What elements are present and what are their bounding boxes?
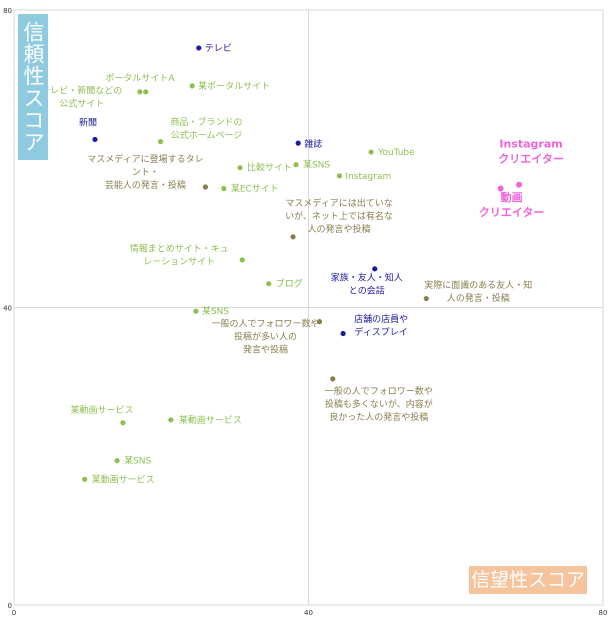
x-tick-label: 80 xyxy=(599,609,608,617)
data-point-label: テレビ xyxy=(205,43,232,54)
data-point-label: 情報まとめサイト・キュ xyxy=(130,242,229,254)
data-point xyxy=(202,184,209,190)
data-point-label: クリエイター xyxy=(498,152,564,165)
data-point-label: 某動画サービス xyxy=(70,405,133,416)
data-point-label: レーションサイト xyxy=(143,256,215,267)
data-point-label: 某ポータルサイト xyxy=(198,81,270,92)
data-point xyxy=(295,140,301,146)
data-point-label: 新聞 xyxy=(79,116,97,128)
data-point xyxy=(330,376,336,382)
data-point xyxy=(497,185,504,192)
x-tick-label: 40 xyxy=(304,609,313,617)
data-point xyxy=(293,162,299,168)
data-point xyxy=(336,173,343,179)
y-tick-label: 40 xyxy=(3,305,12,313)
data-point xyxy=(340,330,346,337)
data-point-label: 芸能人の発言・投稿 xyxy=(105,179,186,191)
data-point xyxy=(193,308,199,314)
data-point xyxy=(168,417,174,423)
data-point-label: 比較サイト xyxy=(247,162,292,174)
data-point-label: との会話 xyxy=(349,284,385,296)
data-point xyxy=(290,234,296,240)
data-point xyxy=(372,266,378,272)
x-axis-badge: 信望性スコア xyxy=(469,566,587,594)
data-point-label: 一般の人でフォロワー数や xyxy=(325,385,433,397)
data-point xyxy=(423,295,429,302)
data-point xyxy=(120,420,126,426)
data-point-label: 某ECサイト xyxy=(231,184,279,195)
data-point-label: Instagram xyxy=(499,137,562,150)
data-point-label: ディスプレイ xyxy=(354,326,407,338)
data-point xyxy=(92,136,98,143)
data-point-label: 動画 xyxy=(501,190,523,204)
data-point-label: 一般の人でフォロワー数や xyxy=(212,318,320,330)
y-tick-label: 0 xyxy=(8,602,12,610)
data-point-label: 良かった人の発言や投稿 xyxy=(329,411,428,423)
data-point-label: 某動画サービス xyxy=(92,474,155,485)
data-point-label: 公式サイト xyxy=(59,97,104,109)
data-point-label: 某SNS xyxy=(202,306,229,317)
data-point-label: 店舗の店員や xyxy=(354,313,408,325)
data-point xyxy=(137,89,143,95)
data-point-label: マスメディアに登場するタレ xyxy=(87,153,203,165)
data-point-label: YouTube xyxy=(377,148,415,158)
data-point xyxy=(82,476,88,482)
data-point-label: Instagram xyxy=(345,172,391,182)
data-point-label: テレビ・新聞などの xyxy=(41,84,122,96)
data-point xyxy=(368,149,374,155)
data-point xyxy=(189,83,195,89)
data-point xyxy=(196,45,202,51)
data-point-label: 実際に面識のある友人・知 xyxy=(424,279,532,291)
data-point xyxy=(114,458,120,464)
data-point xyxy=(237,165,243,171)
data-point-label: 雑誌 xyxy=(304,138,322,150)
data-point-label: 発言や投稿 xyxy=(243,344,288,356)
data-point xyxy=(516,181,523,188)
data-point-label: 投稿が多い人の xyxy=(234,331,297,343)
data-point-label: 某SNS xyxy=(303,160,330,171)
y-axis-badge: 信頼性スコア xyxy=(18,14,48,160)
data-point-label: クリエイター xyxy=(479,206,545,219)
data-point xyxy=(221,185,227,192)
data-point xyxy=(316,319,323,325)
data-point-label: 家族・友人・知人 xyxy=(331,271,403,283)
data-point-label: ポータルサイトA xyxy=(105,73,175,84)
data-point-label: 投稿も多くないが、内容が xyxy=(325,398,433,410)
data-point-label: いが、ネット上では有名な xyxy=(285,210,393,222)
data-point-label: ブログ xyxy=(276,278,303,290)
data-point xyxy=(239,257,245,263)
data-point-label: ント・ xyxy=(132,168,159,178)
y-tick-label: 80 xyxy=(3,7,12,15)
data-point-label: 公式ホームページ xyxy=(171,129,243,141)
data-point-label: 人の発言・投稿 xyxy=(447,292,510,304)
data-point xyxy=(143,89,149,95)
data-point-label: 商品・ブランドの xyxy=(171,116,243,128)
data-point-label: 某動画サービス xyxy=(179,415,242,426)
data-point-label: 某SNS xyxy=(124,456,151,467)
data-point-label: マスメディアには出ていな xyxy=(285,197,392,209)
data-point xyxy=(157,139,164,145)
data-point xyxy=(266,281,272,287)
x-tick-label: 0 xyxy=(12,609,16,617)
data-point-label: 人の発言や投稿 xyxy=(308,223,371,235)
